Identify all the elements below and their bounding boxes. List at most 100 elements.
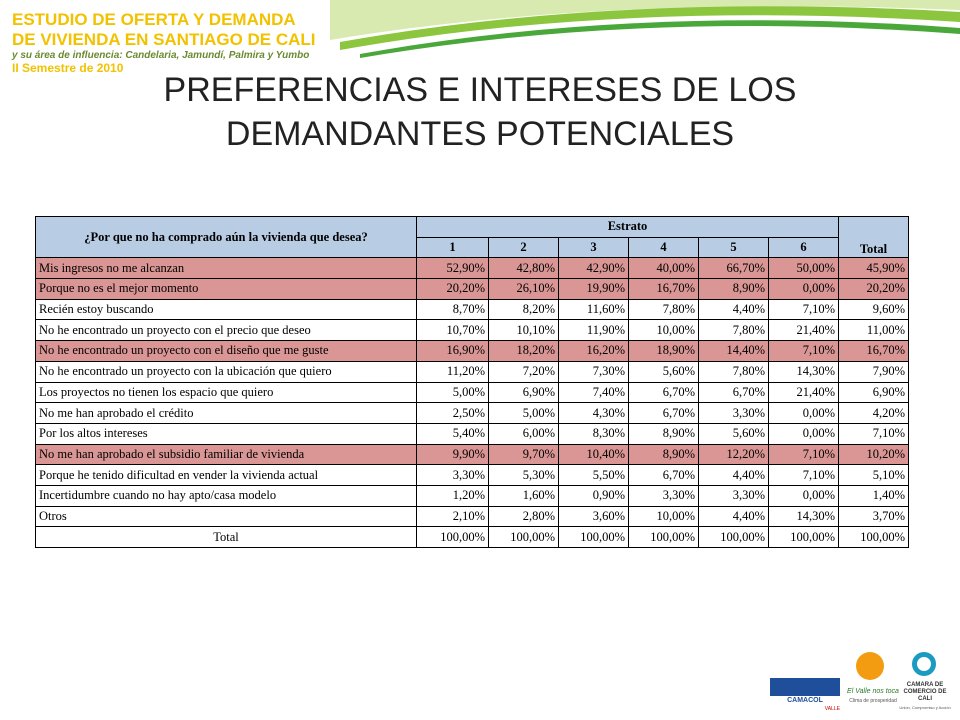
table-row: Porque he tenido dificultad en vender la…: [35, 464, 909, 486]
value-cell: 1,20%: [416, 484, 489, 507]
label-cell: No he encontrado un proyecto con el prec…: [35, 319, 417, 342]
value-cell: 3,30%: [628, 484, 699, 507]
value-cell: 5,00%: [416, 381, 489, 404]
table-row: Los proyectos no tienen los espacio que …: [35, 381, 909, 404]
label-cell: No me han aprobado el subsidio familiar …: [35, 443, 417, 466]
table-row: Mis ingresos no me alcanzan 52,90% 42,80% 4…: [35, 257, 909, 280]
value-cell: 14,40%: [698, 340, 769, 362]
label-cell: Porque no es el mejor momento: [35, 278, 417, 300]
value-cell: 52,90%: [416, 257, 489, 280]
value-cell: 3,60%: [558, 505, 629, 528]
value-cell: 1,40%: [838, 484, 909, 507]
table-row: Recién estoy buscando 8,70% 8,20% 11,60% 7,8…: [35, 298, 909, 321]
group-header: Estrato: [416, 216, 839, 238]
value-cell: 100,00%: [558, 526, 629, 548]
header-line: DE VIVIENDA EN SANTIAGO DE CALI: [12, 30, 316, 49]
value-cell: 5,40%: [416, 422, 489, 445]
value-cell: 19,90%: [558, 278, 629, 300]
value-cell: 100,00%: [768, 526, 839, 548]
camacol-logo: [770, 678, 840, 696]
value-cell: 11,20%: [416, 360, 489, 383]
table-row: No me han aprobado el crédito 2,50% 5,00% 4…: [35, 402, 909, 424]
value-cell: 7,10%: [768, 298, 839, 321]
value-cell: 100,00%: [488, 526, 559, 548]
table-row: Porque no es el mejor momento 20,20% 26,10…: [35, 278, 909, 300]
value-cell: 8,20%: [488, 298, 559, 321]
value-cell: 7,10%: [768, 443, 839, 466]
value-cell: 66,70%: [698, 257, 769, 280]
value-cell: 8,90%: [698, 278, 769, 300]
label-cell: No he encontrado un proyecto con el dise…: [35, 340, 417, 362]
title-line: PREFERENCIAS E INTERESES DE LOS: [163, 71, 797, 109]
value-cell: 100,00%: [628, 526, 699, 548]
label-cell: Recién estoy buscando: [35, 298, 417, 321]
value-cell: 5,60%: [628, 360, 699, 383]
value-cell: 6,70%: [628, 464, 699, 486]
value-cell: 7,30%: [558, 360, 629, 383]
value-cell: 14,30%: [768, 505, 839, 528]
value-cell: 18,90%: [628, 340, 699, 362]
column-header: 2: [488, 236, 559, 259]
value-cell: 5,10%: [838, 464, 909, 486]
value-cell: 0,00%: [768, 278, 839, 300]
value-cell: 7,90%: [838, 360, 909, 383]
value-cell: 12,20%: [698, 443, 769, 466]
value-cell: 10,20%: [838, 443, 909, 466]
value-cell: 7,40%: [558, 381, 629, 404]
value-cell: 3,70%: [838, 505, 909, 528]
column-header: Total: [838, 215, 909, 259]
value-cell: 20,20%: [838, 278, 909, 300]
label-cell: Otros: [35, 505, 417, 528]
table-row: Total 100,00% 100,00% 100,00% 100,00% 100,00%…: [35, 526, 909, 548]
logo-text: VALLE: [824, 706, 840, 712]
value-cell: 3,30%: [698, 402, 769, 424]
table-row: No he encontrado un proyecto con el prec…: [35, 319, 909, 342]
column-header: 5: [698, 236, 769, 259]
value-cell: 40,00%: [628, 257, 699, 280]
value-cell: 8,90%: [628, 422, 699, 445]
label-cell: No he encontrado un proyecto con la ubic…: [35, 360, 417, 383]
value-cell: 10,00%: [628, 505, 699, 528]
value-cell: 7,80%: [698, 360, 769, 383]
value-cell: 42,90%: [558, 257, 629, 280]
value-cell: 3,30%: [698, 484, 769, 507]
label-cell: Los proyectos no tienen los espacio que …: [35, 381, 417, 404]
column-header: 1: [416, 236, 489, 259]
value-cell: 6,70%: [628, 402, 699, 424]
value-cell: 0,00%: [768, 422, 839, 445]
value-cell: 8,30%: [558, 422, 629, 445]
value-cell: 50,00%: [768, 257, 839, 280]
value-cell: 6,90%: [838, 381, 909, 404]
table-row: Por los altos intereses 5,40% 6,00% 8,30% 8,…: [35, 422, 909, 445]
title-line: DEMANDANTES POTENCIALES: [225, 115, 735, 153]
value-cell: 14,30%: [768, 360, 839, 383]
value-cell: 8,90%: [628, 443, 699, 466]
label-cell: Total: [35, 526, 417, 548]
value-cell: 6,00%: [488, 422, 559, 445]
header-swoosh: [330, 0, 960, 58]
value-cell: 7,10%: [768, 340, 839, 362]
value-cell: 4,40%: [698, 464, 769, 486]
table-row: Otros 2,10% 2,80% 3,60% 10,00% 4,40% 14,30% 3,7…: [35, 505, 909, 528]
value-cell: 45,90%: [838, 257, 909, 280]
data-table: ¿Por que no ha comprado aún la vivienda …: [35, 215, 909, 548]
value-cell: 9,90%: [416, 443, 489, 466]
value-cell: 11,60%: [558, 298, 629, 321]
value-cell: 7,80%: [698, 319, 769, 342]
logo-text: Clima de prosperidad: [849, 698, 897, 704]
table-row: No he encontrado un proyecto con la ubic…: [35, 360, 909, 383]
value-cell: 11,90%: [558, 319, 629, 342]
value-cell: 7,10%: [768, 464, 839, 486]
column-header: 4: [628, 236, 699, 259]
value-cell: 6,70%: [698, 381, 769, 404]
value-cell: 16,70%: [838, 340, 909, 362]
value-cell: 1,60%: [488, 484, 559, 507]
value-cell: 10,00%: [628, 319, 699, 342]
value-cell: 6,70%: [628, 381, 699, 404]
value-cell: 7,80%: [628, 298, 699, 321]
value-cell: 5,50%: [558, 464, 629, 486]
study-header: ESTUDIO DE OFERTA Y DEMANDA DE VIVIENDA …: [12, 10, 316, 75]
slide-title: PREFERENCIAS E INTERESES DE LOS DEMANDAN…: [0, 68, 960, 156]
